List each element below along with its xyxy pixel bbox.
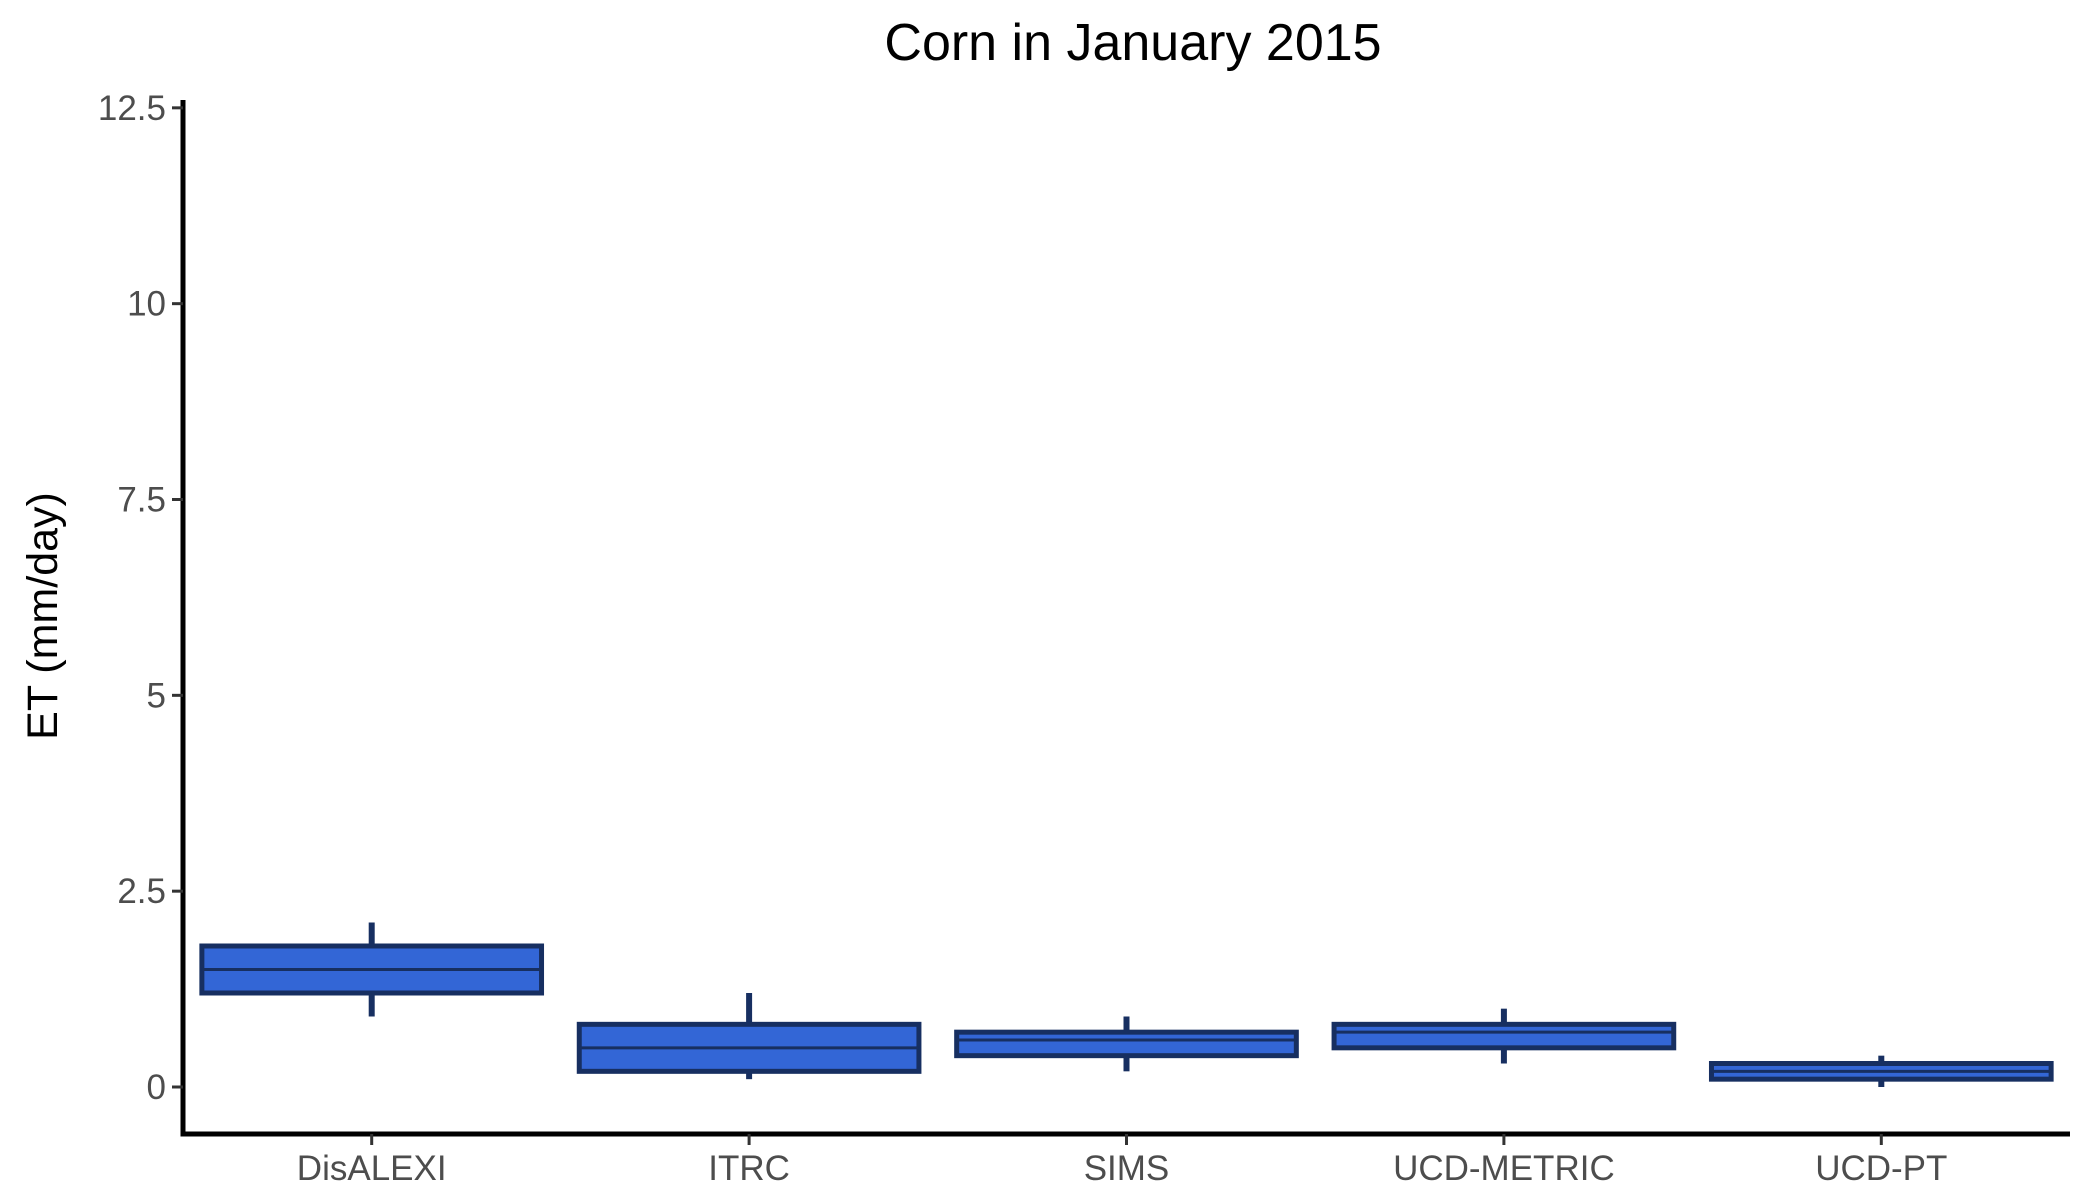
y-tick-label: 10 xyxy=(127,285,166,324)
y-tick-label: 7.5 xyxy=(117,481,166,520)
x-tick-label: UCD-PT xyxy=(1815,1149,1947,1188)
chart-title: Corn in January 2015 xyxy=(884,14,1381,72)
x-tick-label: SIMS xyxy=(1084,1149,1170,1188)
x-tick-label: DisALEXI xyxy=(297,1149,447,1188)
y-axis-label: ET (mm/day) xyxy=(19,492,67,740)
box-ucd-metric xyxy=(1331,1021,1677,1051)
y-tick-label: 5 xyxy=(147,676,166,715)
plot-area: 0 2.5 5 7.5 10 12.5 DisALEXI ITRC SIMS UCD-METRIC… xyxy=(98,89,2070,1188)
x-tick-label: ITRC xyxy=(708,1149,790,1188)
y-tick-label: 0 xyxy=(147,1068,166,1107)
y-tick-label: 12.5 xyxy=(98,89,166,128)
y-tick-label: 2.5 xyxy=(117,872,166,911)
box-sims xyxy=(954,1029,1299,1059)
x-tick-label: UCD-METRIC xyxy=(1393,1149,1615,1188)
